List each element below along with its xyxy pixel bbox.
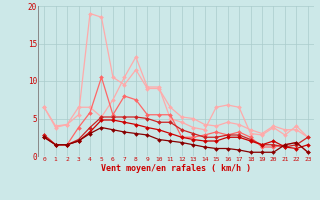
X-axis label: Vent moyen/en rafales ( km/h ): Vent moyen/en rafales ( km/h ) bbox=[101, 164, 251, 173]
